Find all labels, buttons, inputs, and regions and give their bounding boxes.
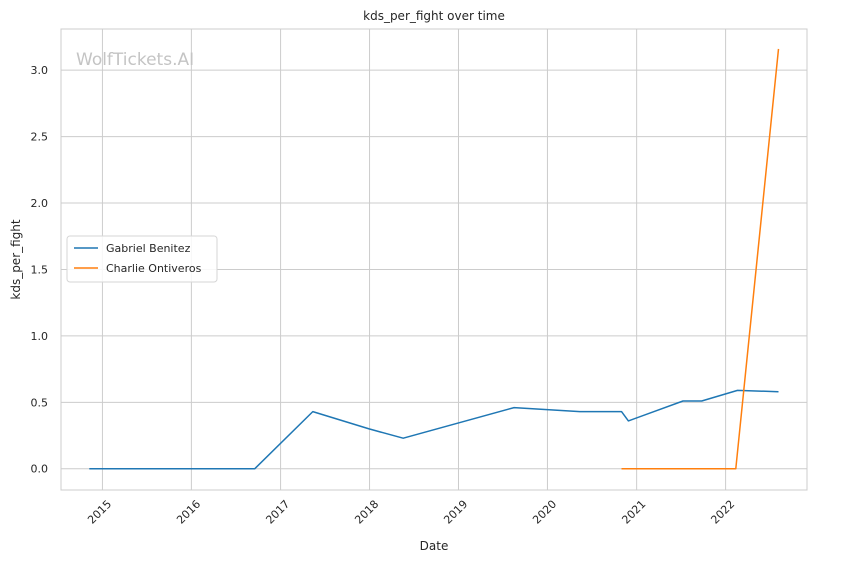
series-layer: [89, 48, 780, 470]
y-tick-label: 0.0: [31, 463, 49, 476]
x-tick-label: 2016: [174, 498, 203, 527]
series-line: [621, 48, 780, 470]
y-tick-label: 1.5: [31, 263, 49, 276]
x-tick-label: 2019: [441, 498, 470, 527]
legend-frame: [66, 235, 218, 283]
y-tick-label: 2.5: [31, 131, 49, 144]
legend-entry: Charlie Ontiveros: [106, 262, 202, 275]
x-tick-label: 2020: [530, 498, 559, 527]
x-axis-ticks: 2015 2016 2017 2018 2019 2020 2021 2022: [85, 498, 737, 527]
x-tick-label: 2018: [352, 498, 381, 527]
chart-title: kds_per_fight over time: [363, 9, 505, 23]
x-axis-label: Date: [420, 539, 449, 553]
x-tick-label: 2015: [85, 498, 114, 527]
x-tick-label: 2017: [263, 498, 292, 527]
legend-entry: Gabriel Benitez: [106, 242, 191, 255]
watermark-text: WolfTickets.AI: [76, 50, 194, 70]
y-tick-label: 3.0: [31, 64, 49, 77]
plot-area: [60, 28, 808, 491]
y-tick-label: 1.0: [31, 330, 49, 343]
x-tick-label: 2021: [619, 498, 648, 527]
legend: Gabriel Benitez Charlie Ontiveros: [66, 235, 218, 283]
x-tick-label: 2022: [708, 498, 737, 527]
y-tick-label: 0.5: [31, 396, 49, 409]
series-line: [89, 389, 779, 470]
y-axis-label: kds_per_fight: [9, 219, 23, 300]
y-axis-ticks: 0.0 0.5 1.0 1.5 2.0 2.5 3.0: [31, 64, 49, 476]
y-tick-label: 2.0: [31, 197, 49, 210]
